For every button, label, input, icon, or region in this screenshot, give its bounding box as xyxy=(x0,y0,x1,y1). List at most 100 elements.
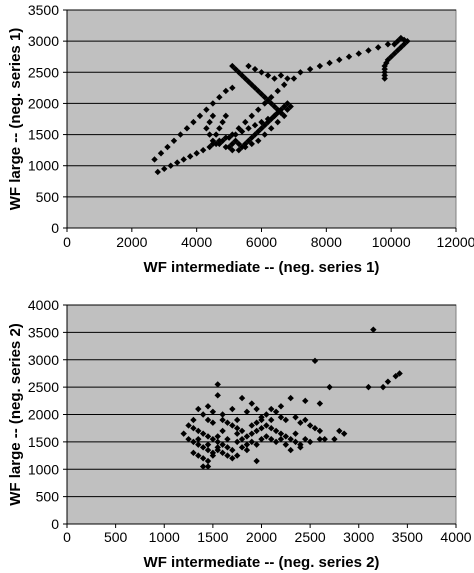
data-point xyxy=(316,400,324,407)
data-point xyxy=(326,383,333,391)
data-point xyxy=(391,41,398,48)
data-point xyxy=(268,125,275,132)
data-point xyxy=(238,444,246,451)
data-point xyxy=(190,449,197,457)
data-point xyxy=(243,433,251,440)
x-tick-label: 3000 xyxy=(343,529,374,545)
data-point xyxy=(248,112,255,120)
data-point xyxy=(222,87,230,95)
data-point xyxy=(261,94,268,101)
data-point xyxy=(199,463,207,470)
data-point xyxy=(185,422,192,429)
data-point xyxy=(306,438,314,446)
x-tick-label: 500 xyxy=(104,529,128,545)
data-point xyxy=(251,122,259,129)
data-point xyxy=(209,419,217,426)
data-point xyxy=(243,446,251,454)
data-point xyxy=(196,112,204,120)
data-point xyxy=(238,394,246,402)
data-point xyxy=(224,435,231,443)
x-axis-label: WF intermediate -- (neg. series 1) xyxy=(144,259,380,276)
data-point xyxy=(186,153,194,160)
data-point xyxy=(280,112,288,120)
data-point xyxy=(199,444,207,451)
data-point xyxy=(258,416,265,424)
data-point xyxy=(209,452,217,459)
data-point xyxy=(287,394,294,402)
y-axis-label: WF large -- (neg. series 1) xyxy=(7,28,24,211)
data-point xyxy=(214,444,221,451)
data-point xyxy=(212,140,220,148)
data-point xyxy=(233,430,241,437)
data-point xyxy=(274,87,281,95)
data-point xyxy=(248,140,255,148)
data-point xyxy=(316,62,324,70)
data-point xyxy=(268,435,275,443)
x-tick-label: 0 xyxy=(63,529,71,545)
data-point xyxy=(272,438,280,446)
y-tick-label: 2000 xyxy=(28,95,59,111)
data-point xyxy=(255,137,262,144)
data-point xyxy=(375,44,382,51)
x-tick-label: 3500 xyxy=(392,529,423,545)
data-point xyxy=(164,143,171,151)
data-point xyxy=(253,419,260,426)
data-point xyxy=(193,150,200,157)
data-point xyxy=(263,422,270,429)
data-point xyxy=(370,326,377,333)
data-point xyxy=(277,403,285,410)
data-point xyxy=(209,435,217,443)
data-point xyxy=(195,441,202,448)
data-point xyxy=(195,452,202,459)
data-point xyxy=(261,131,268,138)
data-point xyxy=(282,433,290,440)
data-point xyxy=(190,118,197,126)
data-point xyxy=(292,414,299,421)
data-point xyxy=(292,438,299,446)
data-point xyxy=(383,59,390,67)
data-point xyxy=(263,411,270,418)
data-point xyxy=(185,435,192,443)
data-point xyxy=(297,444,304,451)
data-point xyxy=(161,165,168,173)
data-point xyxy=(311,424,319,432)
y-tick-label: 3000 xyxy=(28,352,59,368)
data-point xyxy=(229,405,236,413)
data-point xyxy=(224,444,231,451)
data-point xyxy=(222,112,230,120)
data-point xyxy=(219,441,226,448)
data-point xyxy=(199,411,207,418)
data-point xyxy=(232,131,239,138)
data-point xyxy=(219,118,226,126)
data-point xyxy=(206,131,213,138)
data-point xyxy=(292,430,299,437)
data-point xyxy=(263,433,270,440)
data-point xyxy=(243,441,251,448)
data-point xyxy=(219,449,226,457)
data-point xyxy=(216,140,223,148)
data-point xyxy=(229,455,236,462)
data-point xyxy=(248,400,255,407)
data-point xyxy=(248,438,255,446)
x-tick-label: 2000 xyxy=(246,529,277,545)
data-point xyxy=(190,438,197,446)
data-point xyxy=(229,146,236,154)
data-point xyxy=(331,435,338,443)
x-tick-label: 10000 xyxy=(372,234,411,250)
data-point xyxy=(238,435,246,443)
data-point xyxy=(204,446,212,454)
data-point xyxy=(306,422,314,429)
data-point xyxy=(212,131,220,138)
data-point xyxy=(195,427,202,435)
data-point xyxy=(271,75,278,82)
data-point xyxy=(255,106,262,113)
data-point xyxy=(302,397,309,405)
data-point xyxy=(251,65,259,73)
data-point xyxy=(316,435,324,443)
data-point xyxy=(224,419,231,426)
data-point xyxy=(400,41,408,48)
data-point xyxy=(233,438,241,446)
data-point xyxy=(180,430,187,437)
data-point xyxy=(204,441,212,448)
data-point xyxy=(209,137,217,144)
